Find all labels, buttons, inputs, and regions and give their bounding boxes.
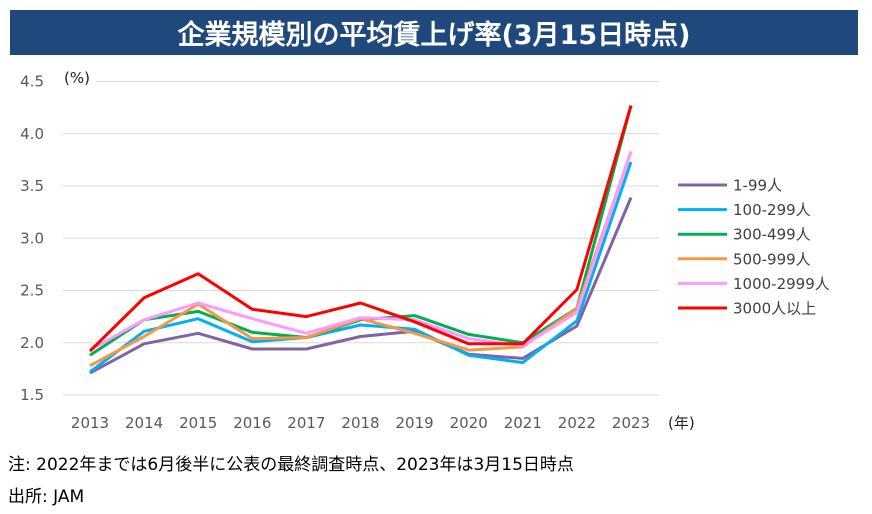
- legend-label: 3000人以上: [733, 300, 816, 318]
- x-tick-label: 2016: [233, 414, 271, 432]
- y-tick-label: 2.0: [20, 334, 44, 352]
- legend-label: 300-499人: [733, 226, 811, 244]
- y-tick-label: 2.5: [20, 282, 44, 300]
- x-axis-unit-label: (年): [668, 414, 695, 432]
- y-axis-unit-label: (%): [64, 69, 90, 87]
- series-line: [89, 151, 633, 368]
- x-tick-label: 2017: [287, 414, 325, 432]
- x-tick-label: 2013: [71, 414, 109, 432]
- series-lines: [88, 105, 633, 375]
- series-line: [88, 105, 633, 353]
- y-tick-label: 4.5: [20, 73, 44, 91]
- y-tick-label: 4.0: [20, 125, 44, 143]
- x-tick-label: 2022: [558, 414, 596, 432]
- y-axis-ticks: 1.5 2.0 2.5 3.0 3.5 4.0 4.5: [20, 73, 44, 405]
- series-line: [89, 161, 633, 374]
- footnote: 注: 2022年までは6月後半に公表の最終調査時点、2023年は3月15日時点: [8, 455, 574, 475]
- y-tick-label: 3.5: [20, 177, 44, 195]
- legend-label: 100-299人: [733, 201, 811, 219]
- legend-label: 500-999人: [733, 250, 811, 268]
- x-tick-label: 2023: [612, 414, 650, 432]
- x-tick-label: 2014: [125, 414, 163, 432]
- x-tick-label: 2018: [341, 414, 379, 432]
- y-tick-label: 3.0: [20, 229, 44, 247]
- title-bar: 企業規模別の平均賃上げ率(3月15日時点): [10, 10, 858, 55]
- x-tick-label: 2015: [179, 414, 217, 432]
- series-line: [89, 151, 633, 352]
- legend-label: 1000-2999人: [733, 275, 830, 293]
- legend: 1-99人 100-299人 300-499人 500-999人 1000-2999人 3…: [678, 177, 830, 318]
- x-tick-label: 2019: [396, 414, 434, 432]
- legend-label: 1-99人: [733, 177, 782, 195]
- gridlines: [63, 81, 659, 396]
- y-tick-label: 1.5: [20, 386, 44, 404]
- source-note: 出所: JAM: [8, 487, 85, 507]
- x-tick-label: 2020: [450, 414, 488, 432]
- x-tick-label: 2021: [504, 414, 542, 432]
- x-axis-ticks: 2013 2014 2015 2016 2017 2018 2019 2020 2021 2022…: [71, 414, 650, 432]
- chart-title: 企業規模別の平均賃上げ率(3月15日時点): [177, 20, 691, 51]
